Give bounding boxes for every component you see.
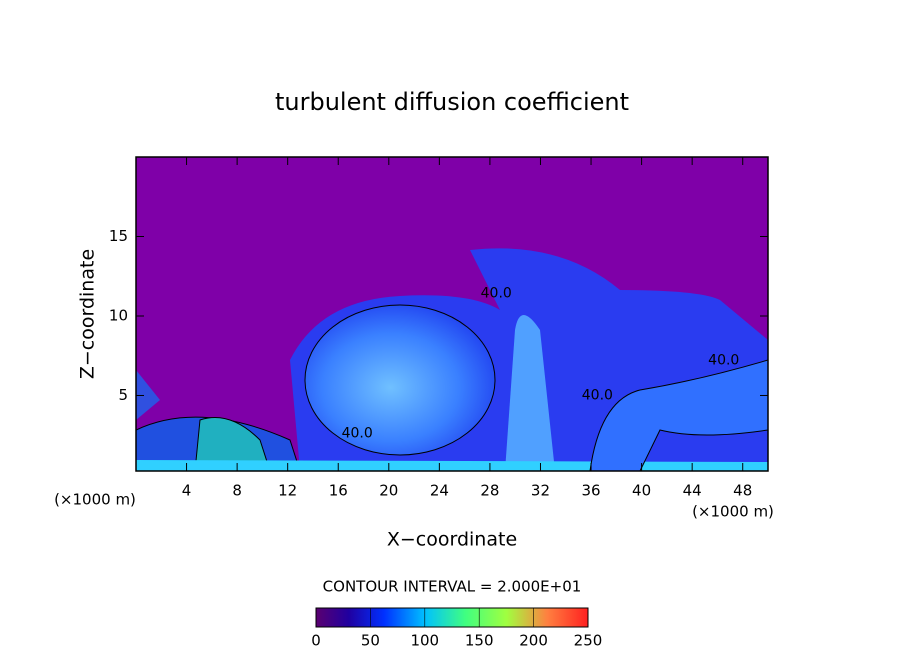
colorbar-tick-label: 200 <box>519 632 548 650</box>
colorbar-tick-label: 250 <box>574 632 603 650</box>
x-tick-label: 20 <box>379 482 398 500</box>
y-tick-label: 10 <box>109 306 128 324</box>
contour-label: 40.0 <box>708 353 739 369</box>
chart-title: turbulent diffusion coefficient <box>275 88 629 116</box>
x-unit: (×1000 m) <box>54 491 136 509</box>
contour-label: 40.0 <box>481 286 512 302</box>
x-tick-label: 8 <box>232 482 242 500</box>
x-tick-label: 32 <box>531 482 550 500</box>
x-tick-label: 28 <box>480 482 499 500</box>
colorbar-tick-label: 0 <box>311 632 321 650</box>
x-tick-label: 24 <box>430 482 449 500</box>
field <box>136 157 768 471</box>
field-region <box>304 304 496 456</box>
x-tick-label: 16 <box>329 482 348 500</box>
x-tick-label: 4 <box>182 482 192 500</box>
colorbar-tick-label: 150 <box>465 632 494 650</box>
y-tick-label: 15 <box>109 227 128 245</box>
x-tick-label: 44 <box>683 482 702 500</box>
field-region <box>505 315 555 471</box>
colorbar-tick-label: 50 <box>361 632 380 650</box>
x-unit: (×1000 m) <box>692 503 774 521</box>
x-axis-label: X−coordinate <box>387 529 517 551</box>
y-axis-label: Z−coordinate <box>77 249 99 379</box>
colorbar-tick-label: 100 <box>410 632 439 650</box>
contour-label: 40.0 <box>582 387 613 403</box>
x-tick-label: 40 <box>632 482 651 500</box>
colorbar <box>315 607 589 628</box>
contour-label: 40.0 <box>342 426 373 442</box>
contour-interval: CONTOUR INTERVAL = 2.000E+01 <box>323 578 582 596</box>
x-tick-label: 12 <box>278 482 297 500</box>
field-region <box>589 359 768 471</box>
y-tick-label: 5 <box>118 386 128 404</box>
field-region <box>136 370 160 420</box>
plot-frame <box>135 156 769 472</box>
x-tick-label: 48 <box>733 482 752 500</box>
x-tick-label: 36 <box>581 482 600 500</box>
